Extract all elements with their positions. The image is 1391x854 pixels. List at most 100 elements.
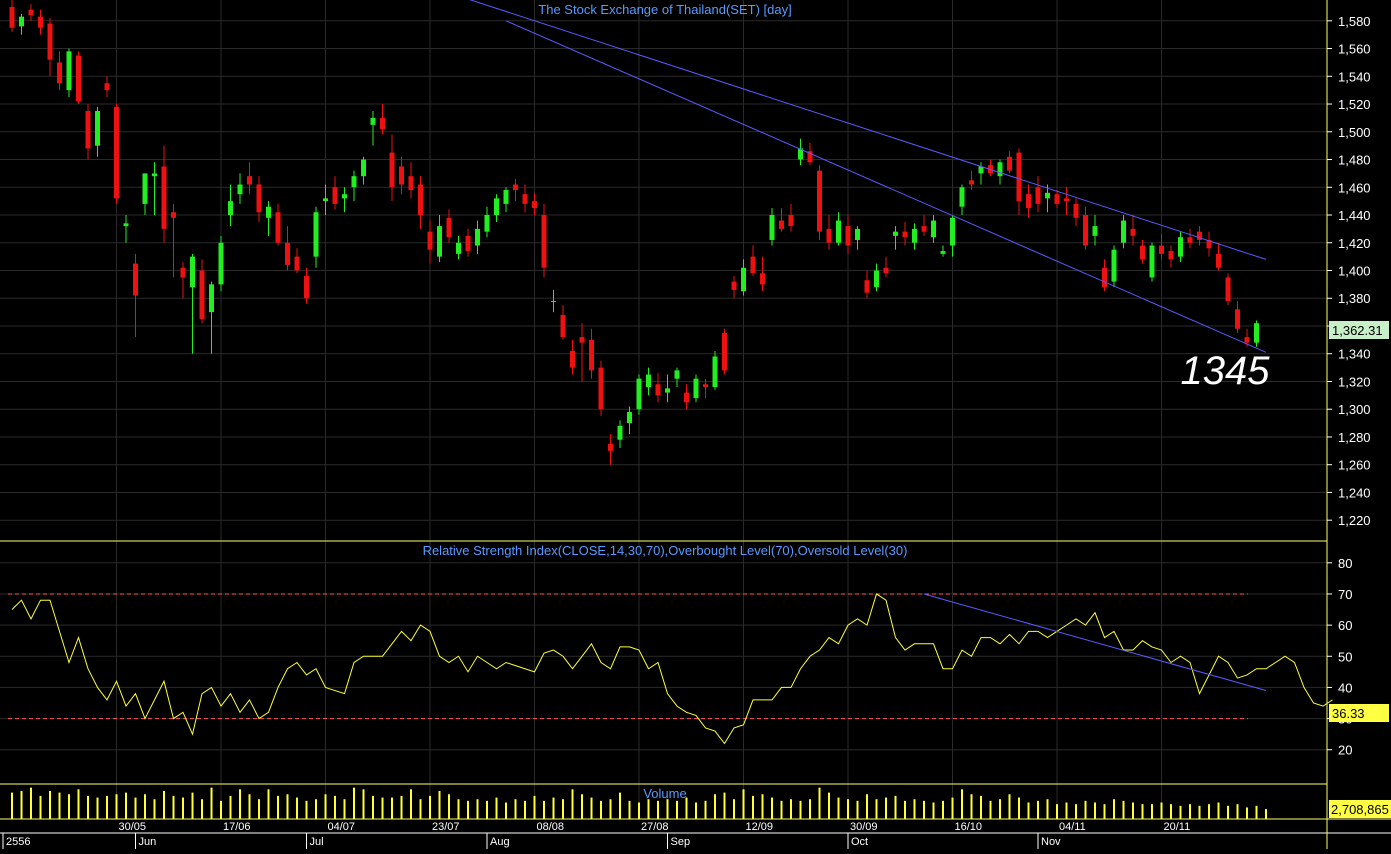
candle-body — [978, 166, 984, 174]
volume-bar — [742, 789, 745, 819]
candle-body — [760, 273, 765, 285]
candle-body — [655, 384, 661, 396]
candle-body — [627, 411, 632, 424]
candle-body — [1026, 194, 1031, 209]
candle-body — [1197, 231, 1202, 240]
price-tick-label: 1,540 — [1338, 69, 1371, 84]
candle-body — [57, 62, 62, 84]
candle-body — [1216, 253, 1221, 268]
volume-bar — [229, 795, 232, 819]
volume-bar — [315, 799, 317, 819]
volume-bar — [1141, 804, 1144, 819]
price-tick-label: 1,440 — [1338, 208, 1371, 223]
candle-body — [1016, 152, 1022, 202]
volume-bar — [704, 800, 707, 819]
month-label: 2556 — [6, 836, 30, 848]
volume-bar — [609, 799, 612, 819]
candle-body — [1045, 192, 1050, 199]
candle-body — [351, 176, 357, 188]
volume-bar — [514, 799, 517, 819]
volume-bar — [856, 800, 859, 819]
last-rsi-label: 36.33 — [1332, 706, 1365, 721]
volume-bar — [400, 795, 403, 819]
volume-bar — [524, 800, 526, 819]
volume-bar — [77, 789, 80, 819]
volume-bar — [457, 799, 460, 819]
volume-bar — [761, 794, 764, 819]
candle-body — [541, 215, 547, 268]
volume-bar — [1084, 800, 1087, 819]
candle-body — [665, 388, 670, 393]
candle-body — [389, 152, 395, 188]
candle-body — [693, 378, 699, 399]
date-label: 23/07 — [432, 821, 460, 833]
price-tick-label: 1,220 — [1338, 513, 1371, 528]
volume-bar — [258, 799, 260, 819]
volume-bar — [486, 800, 488, 819]
candle-body — [579, 337, 585, 343]
candle-body — [617, 425, 623, 440]
candle-body — [152, 173, 157, 177]
candle-body — [484, 215, 490, 232]
volume-bar — [505, 802, 507, 819]
volume-bar — [1217, 802, 1220, 819]
volume-bar — [1094, 802, 1096, 819]
price-tick-label: 1,300 — [1338, 402, 1371, 417]
candle-body — [1254, 323, 1259, 343]
candle-body — [731, 281, 737, 290]
volume-bar — [267, 789, 270, 819]
candle-body — [304, 276, 309, 299]
candle-body — [874, 270, 879, 288]
volume-bar — [619, 792, 621, 819]
candle-body — [76, 55, 81, 102]
volume-bar — [1046, 799, 1049, 819]
rsi-tick-label: 60 — [1338, 618, 1352, 633]
volume-bar — [277, 795, 279, 819]
price-tick-label: 1,320 — [1338, 374, 1371, 389]
volume-bar — [1151, 804, 1153, 819]
volume-bar — [552, 797, 555, 819]
candle-body — [589, 339, 594, 371]
date-label: 16/10 — [955, 821, 983, 833]
volume-bar — [913, 799, 916, 819]
rsi-tick-label: 40 — [1338, 680, 1352, 695]
candle-body — [741, 267, 746, 292]
volume-bar — [362, 789, 365, 819]
month-label: Nov — [1041, 836, 1061, 848]
date-label: 20/11 — [1164, 821, 1191, 833]
volume-bar — [1037, 800, 1039, 819]
candle-body — [950, 217, 955, 246]
last-price-label: 1,362.31 — [1332, 323, 1383, 338]
volume-bar — [1132, 802, 1134, 819]
candle-body — [969, 180, 974, 185]
price-tick-label: 1,560 — [1338, 42, 1371, 57]
volume-bar — [353, 787, 355, 819]
candle-body — [959, 187, 965, 207]
volume-bar — [1208, 804, 1210, 819]
candle-body — [1168, 251, 1174, 260]
rsi-chart-title: Relative Strength Index(CLOSE,14,30,70),… — [423, 543, 908, 558]
candle-body — [1035, 187, 1041, 204]
price-tick-label: 1,280 — [1338, 430, 1371, 445]
volume-bar — [543, 800, 545, 819]
candle-body — [551, 301, 556, 303]
candle-body — [883, 267, 889, 274]
candle-body — [209, 284, 214, 313]
volume-bar — [628, 800, 631, 819]
candle-body — [1121, 220, 1126, 243]
volume-bar — [1103, 804, 1106, 819]
candle-body — [570, 350, 575, 368]
candle-body — [1092, 226, 1098, 236]
volume-bar — [1198, 805, 1201, 819]
candle-body — [807, 151, 813, 163]
date-label: 08/08 — [537, 821, 565, 833]
price-tick-label: 1,460 — [1338, 180, 1371, 195]
volume-bar — [923, 800, 925, 819]
volume-bar — [334, 795, 336, 819]
candle-body — [722, 332, 727, 371]
volume-bar — [343, 799, 346, 819]
volume-bar — [1160, 802, 1163, 819]
candle-body — [28, 9, 34, 16]
volume-bar — [685, 797, 688, 819]
rsi-tick-label: 50 — [1338, 649, 1352, 664]
